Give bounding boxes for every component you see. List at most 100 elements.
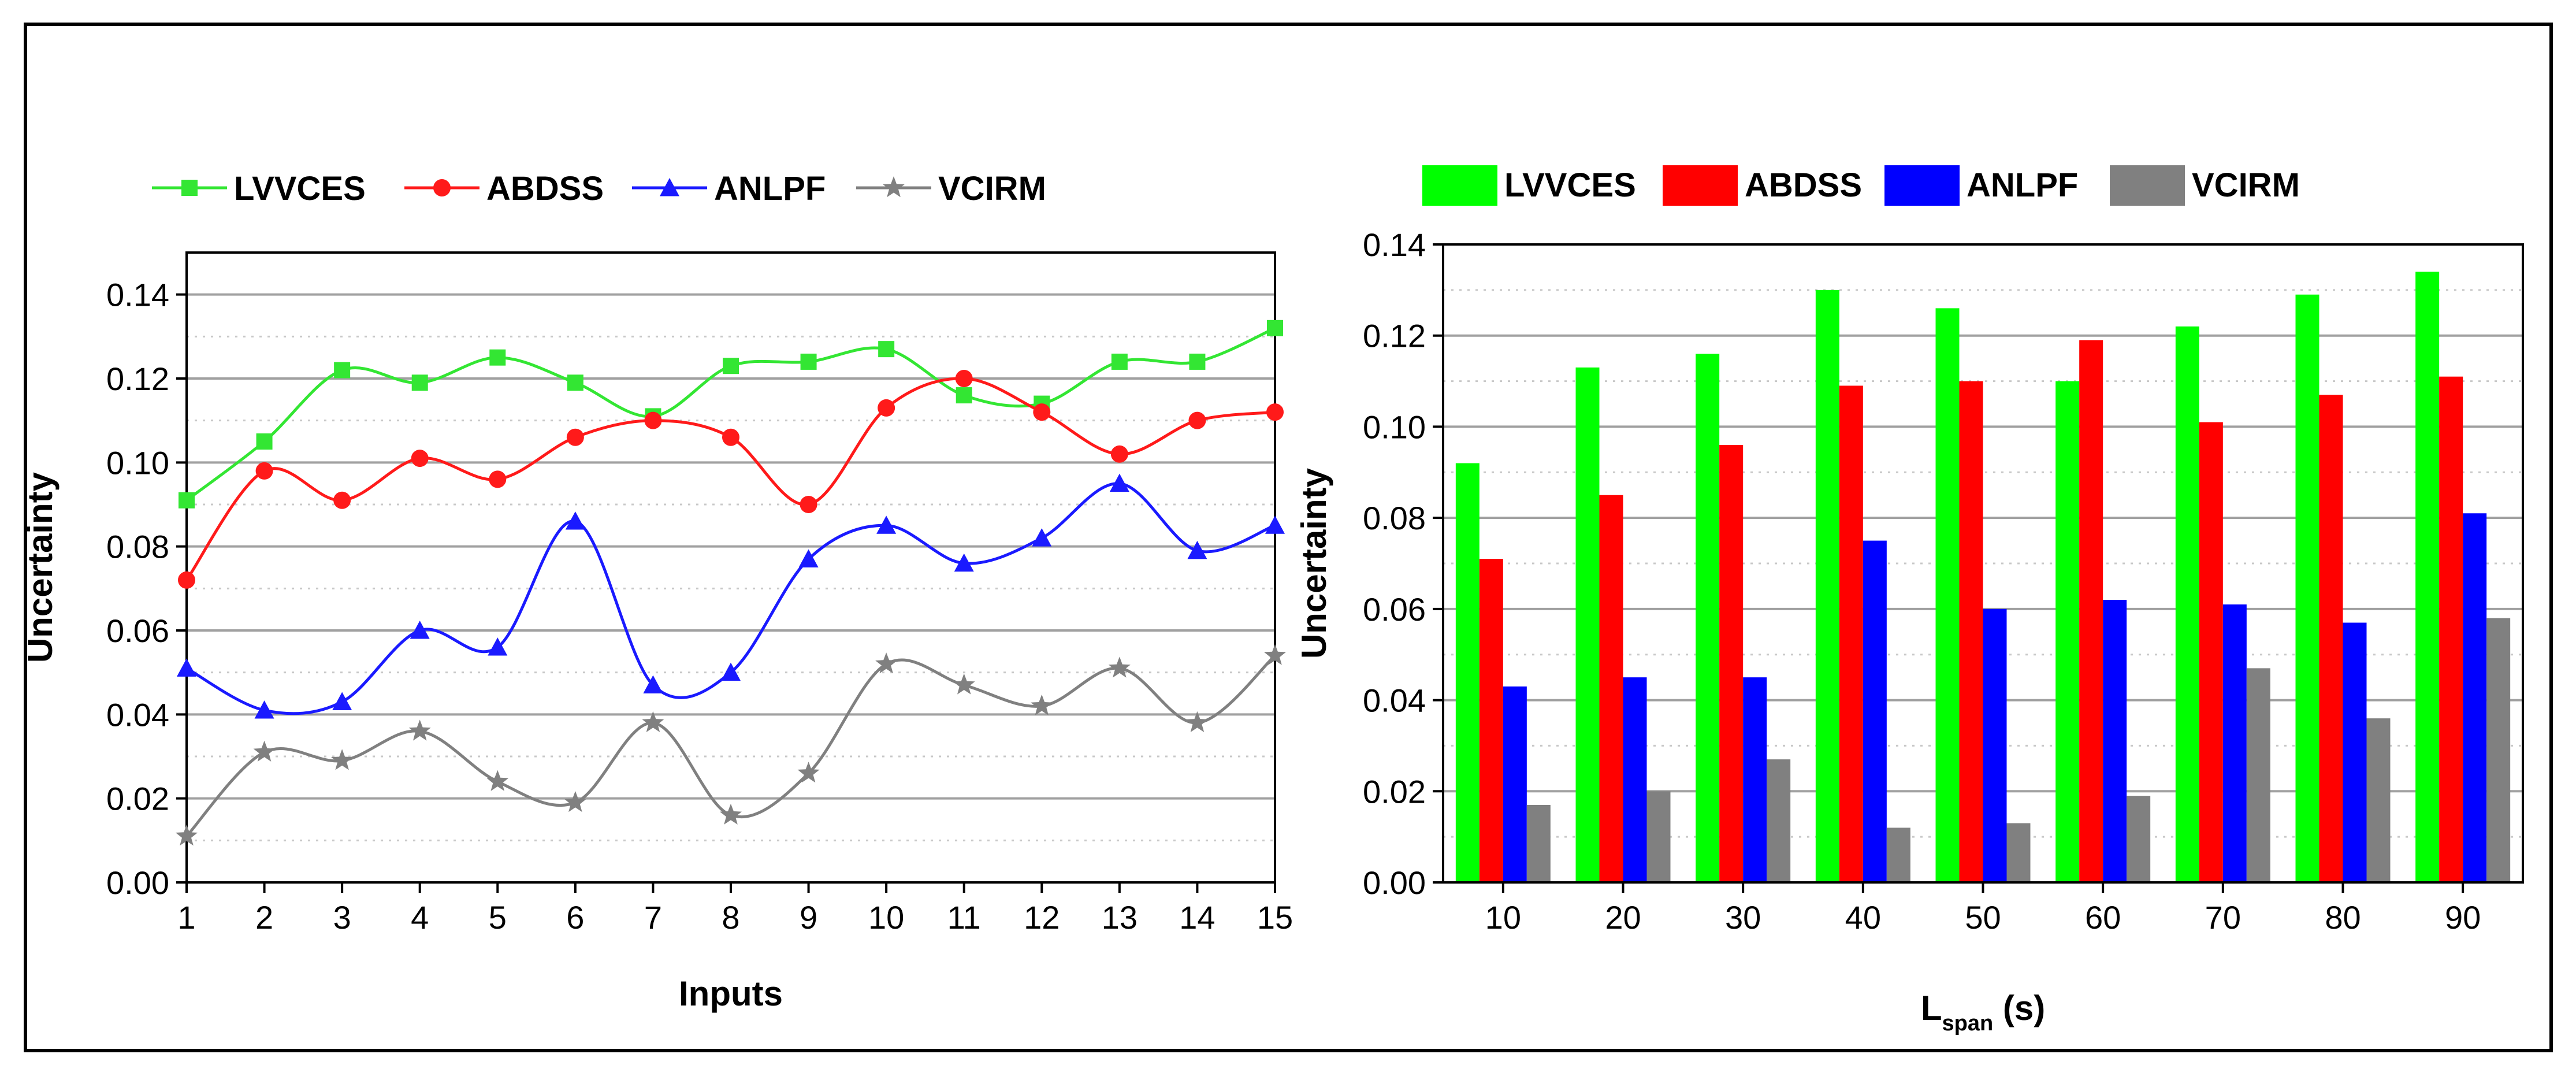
data-point-lvvces <box>878 341 895 358</box>
bar-abdss-20 <box>1599 495 1623 882</box>
x-tick-label: 6 <box>566 899 584 936</box>
y-tick-label: 0.02 <box>106 781 169 817</box>
series-line-anlpf <box>185 482 1276 715</box>
data-point-vcirm <box>797 762 820 783</box>
bar-abdss-70 <box>2199 422 2223 882</box>
data-point-vcirm <box>1264 644 1286 665</box>
x-tick-label: 40 <box>1845 899 1881 936</box>
bar-abdss-90 <box>2439 376 2463 882</box>
x-tick-label: 20 <box>1605 899 1641 936</box>
y-tick-label: 0.06 <box>106 613 169 649</box>
legend-marker-vcirm <box>883 176 905 198</box>
legend-label: ABDSS <box>1745 166 1862 204</box>
y-tick-label: 0.06 <box>1363 591 1426 628</box>
y-tick-label: 0.04 <box>1363 682 1426 719</box>
bar-lvvces-10 <box>1455 463 1480 882</box>
x-axis-title-main: L <box>1921 989 1942 1027</box>
x-tick-label: 10 <box>868 899 904 936</box>
y-tick-label: 0.00 <box>1363 864 1426 901</box>
data-point-abdss <box>489 470 507 488</box>
data-point-vcirm <box>331 749 354 770</box>
data-point-vcirm <box>253 740 276 762</box>
data-point-anlpf <box>798 549 819 567</box>
data-point-anlpf <box>1187 540 1207 559</box>
y-tick-label: 0.10 <box>1363 409 1426 445</box>
data-point-lvvces <box>411 374 428 391</box>
bar-vcirm-20 <box>1646 791 1671 882</box>
x-tick-label: 15 <box>1257 899 1293 936</box>
data-point-abdss <box>955 370 973 387</box>
x-tick-label: 14 <box>1179 899 1215 936</box>
legend-label: ANLPF <box>1967 166 2078 204</box>
data-point-lvvces <box>567 374 583 391</box>
bar-lvvces-70 <box>2175 326 2199 882</box>
y-tick-label: 0.14 <box>106 277 169 313</box>
bar-abdss-40 <box>1839 385 1863 882</box>
data-point-vcirm <box>953 673 975 695</box>
legend-swatch-anlpf <box>1884 165 1960 206</box>
x-axis-title-subscript: span <box>1942 1011 1993 1036</box>
y-tick-label: 0.12 <box>106 361 169 397</box>
bar-vcirm-30 <box>1767 759 1791 882</box>
data-point-lvvces <box>179 492 195 509</box>
data-point-anlpf <box>254 700 274 719</box>
legend-swatch-vcirm <box>2110 165 2185 206</box>
series-line-lvvces <box>185 326 1276 502</box>
data-point-vcirm <box>642 711 664 732</box>
x-axis-title: Inputs <box>679 974 783 1013</box>
data-point-vcirm <box>1186 711 1209 732</box>
bar-lvvces-90 <box>2415 272 2440 882</box>
bar-chart: 0.00 0.02 0.04 0.06 0.08 0.10 0.12 0.14 10 20 30 40… <box>1295 165 2524 1036</box>
data-point-abdss <box>644 411 662 429</box>
x-tick-label: 10 <box>1485 899 1521 936</box>
data-point-anlpf <box>643 675 663 693</box>
bar-abdss-80 <box>2319 395 2343 882</box>
x-tick-label: 1 <box>177 899 195 936</box>
data-point-vcirm <box>176 825 198 846</box>
y-tick-label: 0.12 <box>1363 318 1426 354</box>
bar-vcirm-70 <box>2246 668 2270 882</box>
x-tick-label: 4 <box>411 899 429 936</box>
data-point-anlpf <box>177 658 196 677</box>
y-tick-label: 0.00 <box>106 864 169 901</box>
data-point-lvvces <box>956 387 972 404</box>
data-point-lvvces <box>723 358 739 374</box>
plot-area-frame <box>185 251 1276 884</box>
data-point-lvvces <box>1267 320 1283 336</box>
bar-anlpf-10 <box>1503 686 1527 882</box>
data-point-vcirm <box>486 770 509 791</box>
data-point-abdss <box>1188 411 1206 429</box>
bar-abdss-60 <box>2079 340 2103 882</box>
data-point-anlpf <box>876 515 897 534</box>
x-tick-label: 12 <box>1024 899 1060 936</box>
bar-lvvces-60 <box>2055 381 2080 882</box>
data-point-abdss <box>1110 445 1128 463</box>
legend: LVVCES ABDSS ANLPF VCIRM <box>1422 165 2300 206</box>
x-tick-label: 9 <box>800 899 817 936</box>
y-tick-label: 0.10 <box>106 444 169 481</box>
x-tick-label: 80 <box>2325 899 2361 936</box>
data-point-lvvces <box>256 433 273 450</box>
data-point-anlpf <box>1265 515 1285 534</box>
x-tick-label: 5 <box>489 899 507 936</box>
bar-anlpf-80 <box>2343 622 2367 882</box>
bar-lvvces-40 <box>1815 290 1839 882</box>
data-point-anlpf <box>721 662 741 681</box>
data-point-anlpf <box>332 692 352 710</box>
y-tick-label: 0.04 <box>106 696 169 733</box>
data-point-lvvces <box>1111 353 1128 370</box>
bar-abdss-30 <box>1719 444 1744 882</box>
data-point-abdss <box>722 428 739 446</box>
bar-anlpf-90 <box>2463 513 2487 882</box>
line-chart: 0.000.020.040.060.080.100.120.141 2 3 4 5 6 7 8… <box>21 170 1293 1013</box>
bar-vcirm-40 <box>1886 828 1910 882</box>
x-tick-label: 3 <box>333 899 351 936</box>
bar-vcirm-80 <box>2366 718 2391 882</box>
data-point-lvvces <box>334 362 351 379</box>
legend-marker-abdss <box>433 179 451 196</box>
legend-swatch-abdss <box>1663 165 1738 206</box>
x-tick-label: 70 <box>2205 899 2241 936</box>
y-tick-label: 0.08 <box>106 529 169 565</box>
data-point-abdss <box>1266 403 1284 421</box>
legend: LVVCES ABDSS ANLPF VCIRM <box>152 170 1046 207</box>
